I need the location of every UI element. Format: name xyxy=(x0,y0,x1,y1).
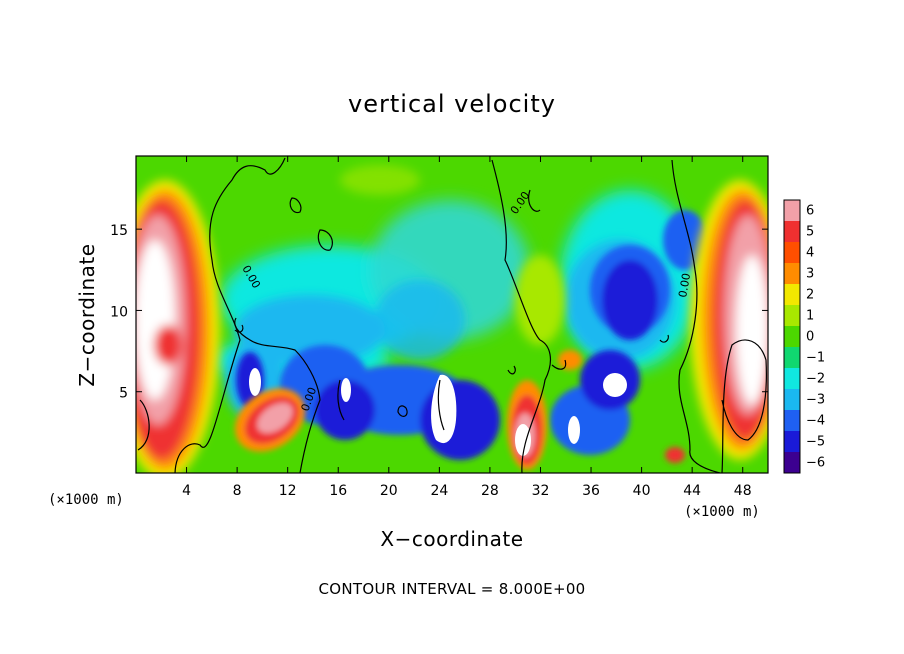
colorbar-label: −5 xyxy=(806,435,825,450)
x-tick-label: 44 xyxy=(683,483,701,499)
colorbar: 6 5 4 3 2 1 0 −1 −2 −3 −4 −5 −6 xyxy=(783,199,825,474)
colorbar-label: 5 xyxy=(806,225,814,240)
contour-interval-note: CONTOUR INTERVAL = 8.000E+00 xyxy=(318,580,585,598)
x-tick-label: 12 xyxy=(279,483,297,499)
x-axis: 4 8 12 16 20 24 28 32 36 40 44 48 xyxy=(182,156,752,499)
saturated-cores xyxy=(249,368,627,456)
minor-updrafts xyxy=(558,350,685,463)
right-updraft xyxy=(690,180,768,460)
x-unit-label: (×1000 m) xyxy=(48,492,124,508)
colorbar-frame xyxy=(783,199,801,474)
x-tick-label: 28 xyxy=(481,483,499,499)
chart-title: vertical velocity xyxy=(348,90,556,118)
colorbar-label: 1 xyxy=(806,309,814,324)
x-tick-label: 24 xyxy=(430,483,448,499)
left-updraft xyxy=(136,180,220,473)
x-tick-label: 8 xyxy=(233,483,242,499)
colorbar-label: −2 xyxy=(806,372,825,387)
y-tick-label: 15 xyxy=(110,223,128,239)
colorbar-label: −4 xyxy=(806,414,825,429)
colorbar-swatch xyxy=(784,221,800,243)
colorbar-swatch xyxy=(784,431,800,453)
x-tick-label: 40 xyxy=(633,483,651,499)
y-tick-label: 5 xyxy=(119,386,128,402)
colorbar-label: 4 xyxy=(806,246,814,261)
colorbar-swatch xyxy=(784,263,800,285)
y-axis: 5 10 15 xyxy=(110,223,768,402)
colorbar-label: −1 xyxy=(806,351,825,366)
weak-updraft-layer xyxy=(340,165,565,345)
y-axis-title: Z−coordinate xyxy=(75,243,99,386)
colorbar-swatch xyxy=(784,452,800,474)
colorbar-swatch xyxy=(784,347,800,369)
x-tick-label: 16 xyxy=(329,483,347,499)
heatmap-field: 0.00 0.00 0.00 0.00 xyxy=(136,156,768,473)
x-tick-label: 20 xyxy=(380,483,398,499)
x-unit-label-right: (×1000 m) xyxy=(684,504,760,520)
colorbar-swatch xyxy=(784,326,800,348)
colorbar-swatch xyxy=(784,200,800,222)
colorbar-swatch xyxy=(784,389,800,411)
colorbar-swatch xyxy=(784,305,800,327)
colorbar-swatch xyxy=(784,368,800,390)
zero-contours xyxy=(137,157,767,473)
colorbar-label: 2 xyxy=(806,288,814,303)
colorbar-label: −3 xyxy=(806,393,825,408)
colorbar-swatch xyxy=(784,410,800,432)
colorbar-label: 0 xyxy=(806,330,814,345)
colorbar-swatch xyxy=(784,242,800,264)
x-tick-label: 32 xyxy=(532,483,550,499)
colorbar-swatch xyxy=(784,284,800,306)
low-updraft-west xyxy=(234,388,306,452)
x-axis-title: X−coordinate xyxy=(380,527,523,551)
colorbar-label: −6 xyxy=(806,456,825,471)
low-updraft-east xyxy=(507,380,547,470)
x-tick-label: 48 xyxy=(734,483,752,499)
plot-frame xyxy=(135,155,769,474)
x-tick-label: 36 xyxy=(582,483,600,499)
y-tick-label: 10 xyxy=(110,304,128,320)
colorbar-label: 6 xyxy=(806,204,814,219)
x-tick-label: 4 xyxy=(182,483,191,499)
contour-label: 0.00 xyxy=(676,272,693,298)
colorbar-label: 3 xyxy=(806,267,814,282)
